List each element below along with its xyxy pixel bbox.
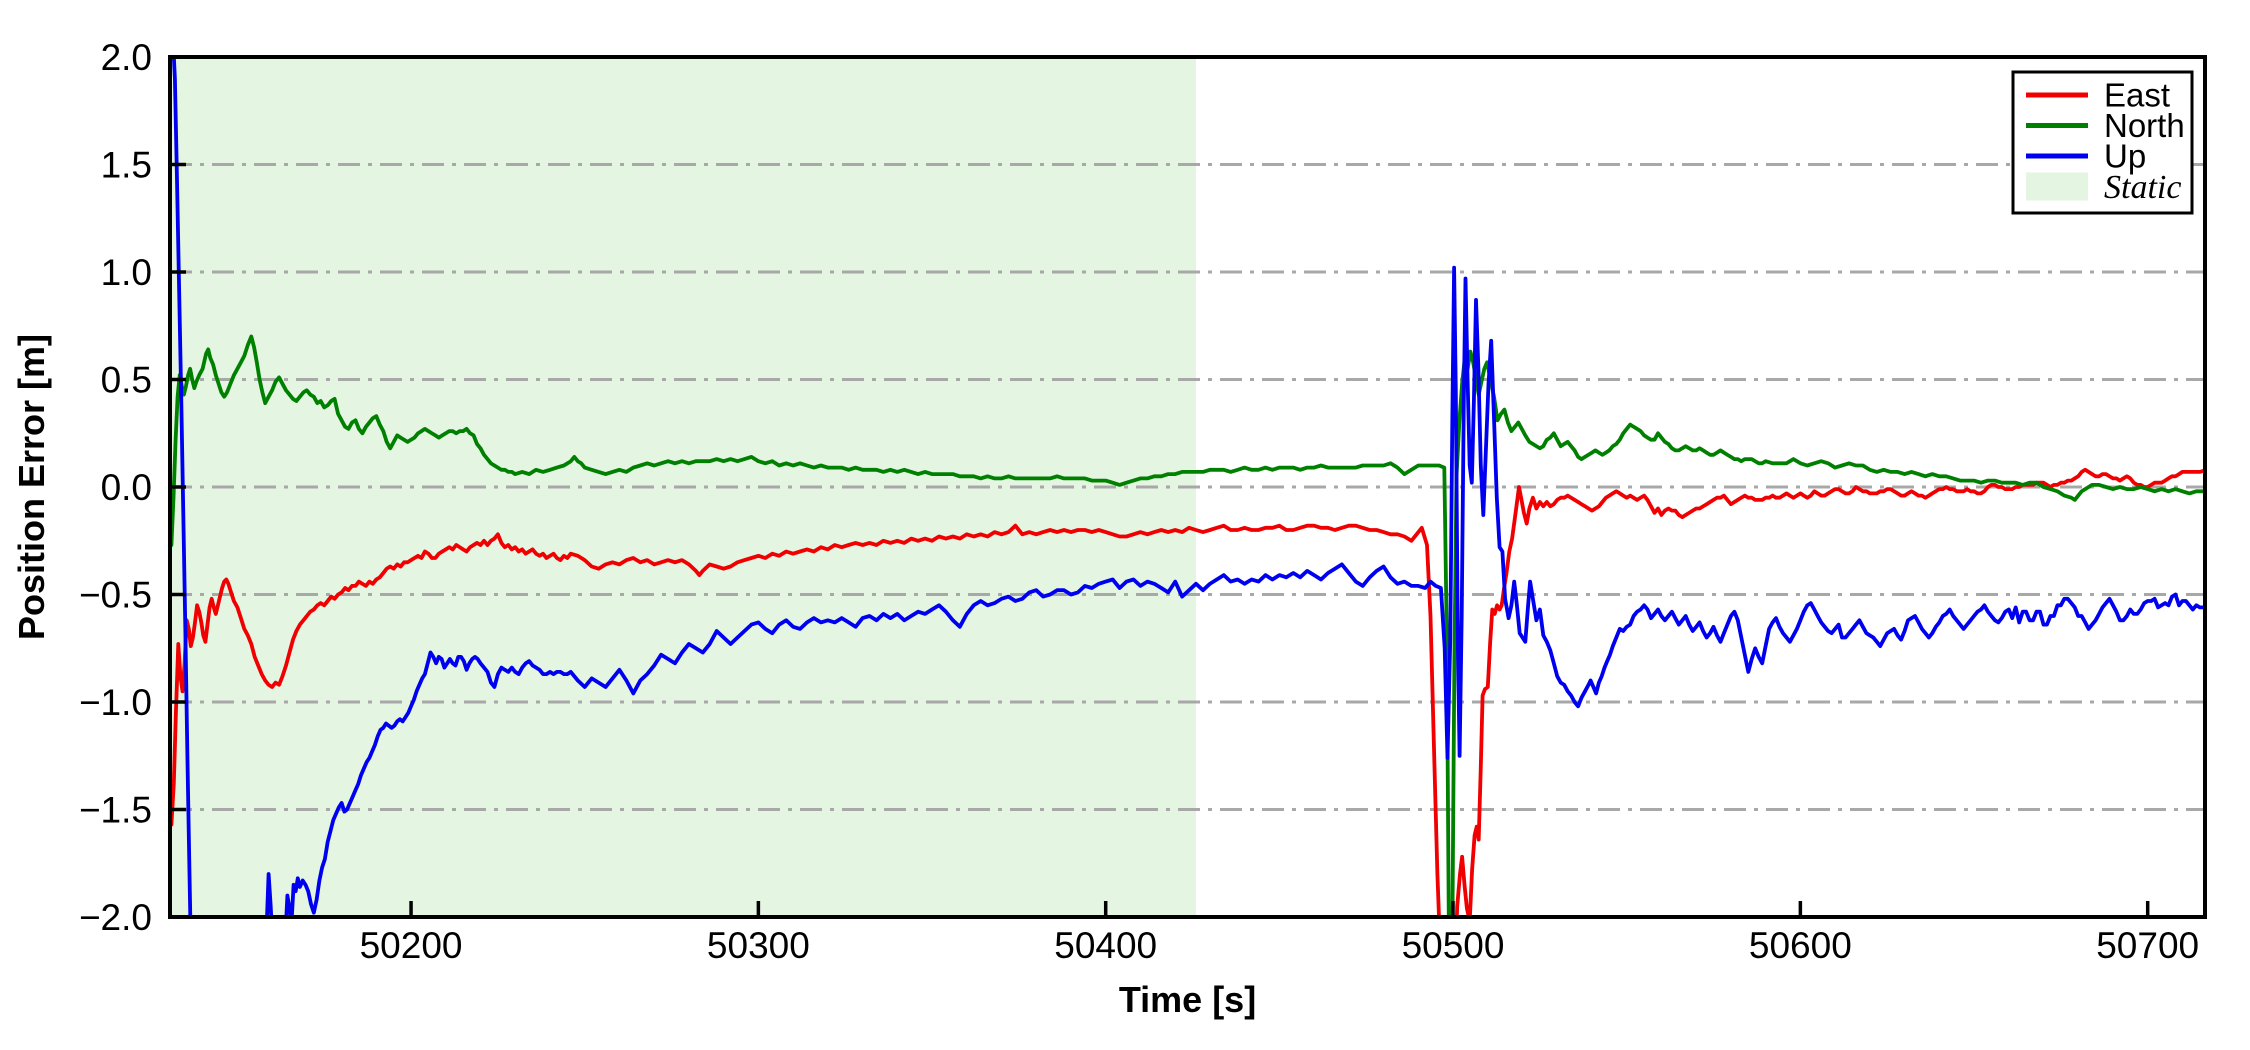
y-tick-label-0.5: 0.5 [101, 360, 152, 401]
up-line [171, 57, 2205, 917]
legend-label-north: North [2104, 107, 2185, 144]
legend-label-east: East [2104, 77, 2170, 114]
legend-label-up: Up [2104, 138, 2146, 175]
y-tick-label--1.5: −1.5 [79, 790, 152, 831]
x-tick-label-50200: 50200 [360, 925, 463, 966]
y-tick-label-0: 0.0 [101, 467, 152, 508]
x-tick-label-50700: 50700 [2096, 925, 2199, 966]
y-tick-label-1: 1.0 [101, 252, 152, 293]
y-tick-label--1: −1.0 [79, 682, 152, 723]
y-tick-label--0.5: −0.5 [79, 575, 152, 616]
x-tick-label-50300: 50300 [707, 925, 810, 966]
x-tick-label-50500: 50500 [1402, 925, 1505, 966]
x-tick-label-50600: 50600 [1749, 925, 1852, 966]
east-line [170, 467, 2205, 917]
plot-area [170, 57, 2205, 917]
legend-label-static: Static [2104, 169, 2181, 206]
y-tick-label--2: −2.0 [79, 897, 152, 938]
y-tick-label-2: 2.0 [101, 37, 152, 78]
legend-swatch-static [2026, 172, 2088, 201]
y-tick-label-1.5: 1.5 [101, 145, 152, 186]
y-axis-label: Position Error [m] [11, 334, 52, 640]
north-line [170, 334, 2205, 917]
x-axis-label: Time [s] [1119, 979, 1256, 1020]
x-tick-label-50400: 50400 [1054, 925, 1157, 966]
